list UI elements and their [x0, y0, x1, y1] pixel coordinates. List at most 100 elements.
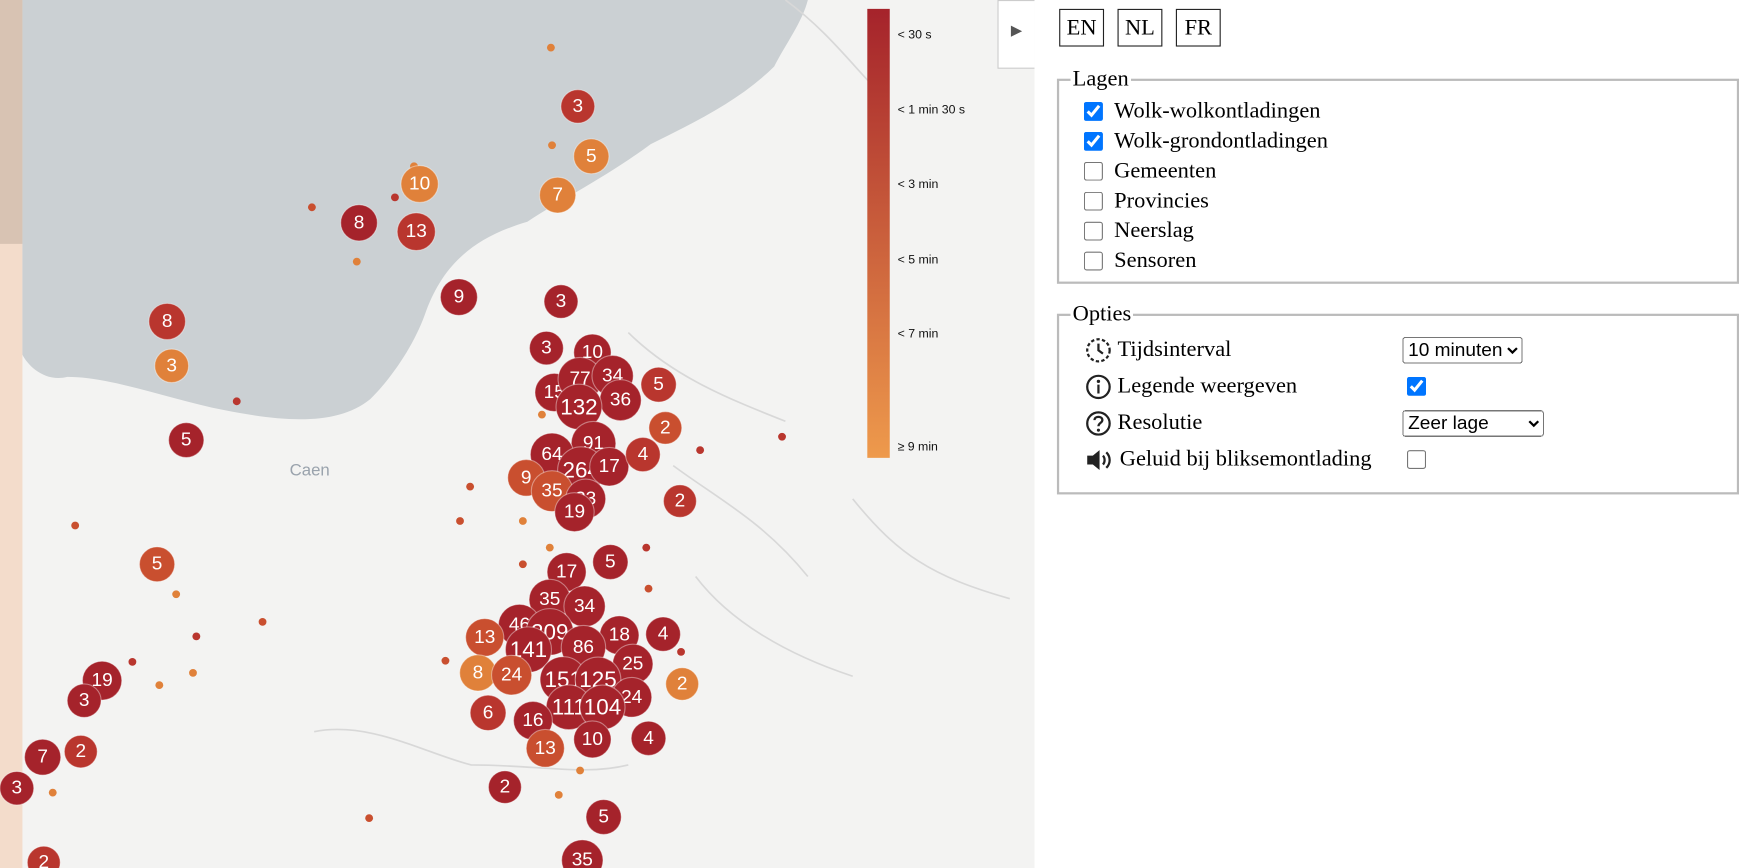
cluster[interactable] [340, 204, 378, 242]
layer-checkbox[interactable] [1083, 101, 1103, 121]
cluster[interactable] [665, 667, 700, 701]
cluster-count: 8 [473, 662, 484, 683]
strike-dot [189, 669, 197, 677]
option-label: Geluid bij bliksemontlading [1119, 446, 1372, 472]
legend-checkbox[interactable] [1406, 376, 1427, 396]
layer-label: Provincies [1114, 188, 1209, 213]
cluster-count: 9 [454, 287, 465, 308]
layer-label: Wolk-grondontladingen [1114, 128, 1328, 153]
strike-dot [128, 657, 137, 666]
cluster[interactable] [148, 302, 187, 341]
cluster-count: 2 [677, 674, 688, 695]
cluster[interactable] [585, 799, 622, 836]
language-button[interactable]: FR [1175, 8, 1221, 47]
cluster[interactable] [138, 546, 176, 583]
legend-label: < 5 min [898, 252, 939, 266]
legend-gradient [867, 8, 890, 458]
strike-dot [232, 397, 241, 406]
cluster-count: 17 [556, 562, 577, 583]
sound-checkbox[interactable] [1406, 450, 1427, 469]
cluster-count: 13 [535, 738, 556, 759]
strike-dot [48, 788, 57, 797]
cluster-count: 3 [573, 96, 584, 117]
cluster[interactable] [573, 138, 610, 175]
cluster-count: 64 [541, 444, 562, 465]
cluster[interactable] [592, 544, 629, 581]
cluster[interactable] [645, 616, 681, 652]
cluster[interactable] [400, 165, 439, 204]
layer-row: Neerslag [1070, 216, 1725, 246]
cluster-count: 9 [521, 467, 532, 488]
cluster[interactable] [561, 839, 604, 868]
cluster[interactable] [487, 770, 522, 804]
strike-dot [576, 766, 585, 775]
strike-dot [441, 656, 450, 665]
cluster[interactable] [640, 366, 677, 403]
language-button[interactable]: EN [1059, 8, 1105, 47]
cluster[interactable] [528, 330, 564, 366]
cluster-count: 3 [12, 778, 23, 799]
cluster-count: 3 [166, 355, 177, 376]
cluster[interactable] [439, 278, 478, 316]
cluster-count: 10 [582, 729, 603, 750]
cluster[interactable] [396, 212, 436, 252]
cluster[interactable] [154, 348, 190, 384]
border [313, 0, 1011, 771]
option-label: Tijdsinterval [1117, 337, 1232, 362]
cluster[interactable] [525, 728, 565, 768]
help-icon [1086, 410, 1111, 436]
cluster-count: 8 [354, 212, 365, 233]
layers-list: Wolk-wolkontladingen Wolk-grondontladinge… [1070, 96, 1725, 276]
panel-toggle[interactable] [997, 0, 1035, 69]
layer-checkbox[interactable] [1083, 191, 1103, 211]
cluster-count: 7 [552, 185, 563, 206]
panel-toggle-icon[interactable]: ▶ [1011, 23, 1022, 39]
sea [22, 0, 808, 420]
layer-checkbox[interactable] [1083, 221, 1103, 241]
sound-icon [1087, 449, 1111, 470]
cluster[interactable] [469, 694, 507, 732]
strike-dot [307, 203, 316, 212]
cluster[interactable] [63, 734, 98, 769]
cluster[interactable] [26, 845, 61, 868]
cluster-count: 4 [638, 444, 649, 465]
cluster[interactable] [543, 284, 579, 319]
cluster[interactable] [625, 436, 661, 473]
place-label: Caen [290, 461, 330, 480]
layers-panel: Lagen Wolk-wolkontladingen Wolk-grondontl… [1056, 66, 1739, 284]
option-row: Resolutie Zeer lage [1070, 405, 1725, 442]
layer-row: Gemeenten [1070, 156, 1725, 186]
cluster[interactable] [554, 492, 595, 533]
strike-dot [778, 432, 786, 441]
strike-dot [545, 543, 554, 552]
cluster[interactable] [560, 89, 596, 124]
layer-checkbox[interactable] [1083, 161, 1103, 181]
cluster[interactable] [168, 422, 205, 459]
strike-dot [546, 43, 555, 52]
map-edge [0, 0, 23, 244]
cluster[interactable] [589, 446, 630, 487]
cluster[interactable] [538, 176, 577, 214]
language-button[interactable]: NL [1117, 8, 1163, 47]
cluster-count: 17 [599, 456, 620, 477]
layer-checkbox[interactable] [1083, 131, 1103, 151]
cluster-count: 18 [609, 625, 630, 646]
cluster[interactable] [23, 738, 62, 776]
cluster[interactable] [0, 770, 35, 806]
cluster[interactable] [630, 720, 667, 757]
cluster[interactable] [662, 484, 697, 518]
strike-dot [644, 584, 653, 593]
strike-dot [548, 141, 556, 150]
cluster[interactable] [573, 720, 612, 759]
cluster[interactable] [66, 683, 102, 718]
resolution-select[interactable]: Zeer lage [1402, 409, 1544, 437]
option-label: Legende weergeven [1117, 373, 1298, 398]
cluster-count: 5 [181, 430, 192, 451]
cluster-count: 5 [598, 807, 609, 828]
layer-checkbox[interactable] [1083, 251, 1103, 271]
cluster[interactable] [490, 654, 533, 696]
cluster[interactable] [648, 411, 683, 445]
strike-dot [352, 257, 361, 266]
interval-select[interactable]: 10 minuten [1402, 336, 1523, 364]
